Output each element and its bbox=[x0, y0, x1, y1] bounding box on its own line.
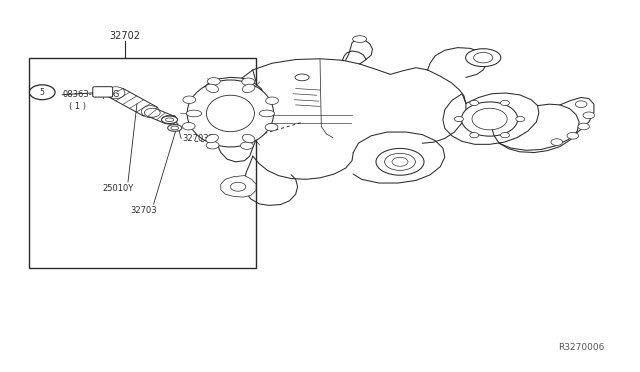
Text: 08363-6122G: 08363-6122G bbox=[63, 90, 120, 99]
Ellipse shape bbox=[168, 125, 182, 131]
Circle shape bbox=[578, 123, 589, 130]
Circle shape bbox=[242, 78, 255, 86]
Ellipse shape bbox=[145, 108, 160, 117]
Polygon shape bbox=[221, 176, 256, 197]
Ellipse shape bbox=[162, 115, 177, 124]
Circle shape bbox=[500, 100, 509, 106]
Ellipse shape bbox=[166, 118, 174, 122]
Ellipse shape bbox=[461, 102, 518, 136]
Text: R3270006: R3270006 bbox=[559, 343, 605, 352]
Circle shape bbox=[265, 124, 278, 131]
Circle shape bbox=[266, 97, 278, 105]
Ellipse shape bbox=[472, 108, 508, 130]
Ellipse shape bbox=[259, 110, 275, 117]
Ellipse shape bbox=[187, 80, 274, 147]
Ellipse shape bbox=[171, 126, 179, 130]
Circle shape bbox=[230, 182, 246, 191]
Circle shape bbox=[182, 122, 195, 130]
Polygon shape bbox=[195, 77, 268, 162]
Text: 5: 5 bbox=[40, 88, 45, 97]
Ellipse shape bbox=[474, 52, 493, 63]
Circle shape bbox=[241, 142, 253, 149]
Bar bbox=[29, 58, 256, 268]
Circle shape bbox=[206, 141, 219, 149]
Text: 32703: 32703 bbox=[131, 206, 157, 215]
FancyBboxPatch shape bbox=[93, 87, 113, 97]
Circle shape bbox=[575, 101, 587, 108]
Polygon shape bbox=[443, 93, 539, 144]
Circle shape bbox=[583, 112, 595, 119]
Ellipse shape bbox=[243, 84, 255, 93]
Text: ( 1 ): ( 1 ) bbox=[69, 102, 86, 110]
Text: 32702: 32702 bbox=[109, 31, 140, 41]
Circle shape bbox=[470, 132, 479, 138]
Circle shape bbox=[183, 96, 196, 103]
Ellipse shape bbox=[295, 74, 309, 81]
Circle shape bbox=[470, 100, 479, 106]
Text: 25010Y: 25010Y bbox=[103, 184, 134, 193]
Ellipse shape bbox=[385, 153, 415, 170]
Circle shape bbox=[567, 132, 579, 139]
Circle shape bbox=[454, 116, 463, 122]
Ellipse shape bbox=[206, 84, 218, 93]
Circle shape bbox=[207, 78, 220, 85]
Ellipse shape bbox=[107, 87, 125, 99]
Circle shape bbox=[551, 139, 563, 145]
Circle shape bbox=[500, 132, 509, 138]
Ellipse shape bbox=[206, 95, 254, 132]
Ellipse shape bbox=[141, 106, 159, 118]
Ellipse shape bbox=[466, 49, 501, 67]
Circle shape bbox=[29, 85, 55, 100]
Ellipse shape bbox=[162, 116, 178, 124]
Circle shape bbox=[516, 116, 525, 122]
Ellipse shape bbox=[353, 36, 367, 42]
Ellipse shape bbox=[186, 110, 202, 117]
Ellipse shape bbox=[243, 134, 255, 143]
Ellipse shape bbox=[392, 157, 408, 166]
Text: 32703E: 32703E bbox=[182, 134, 214, 143]
Ellipse shape bbox=[206, 134, 218, 143]
Ellipse shape bbox=[376, 148, 424, 175]
